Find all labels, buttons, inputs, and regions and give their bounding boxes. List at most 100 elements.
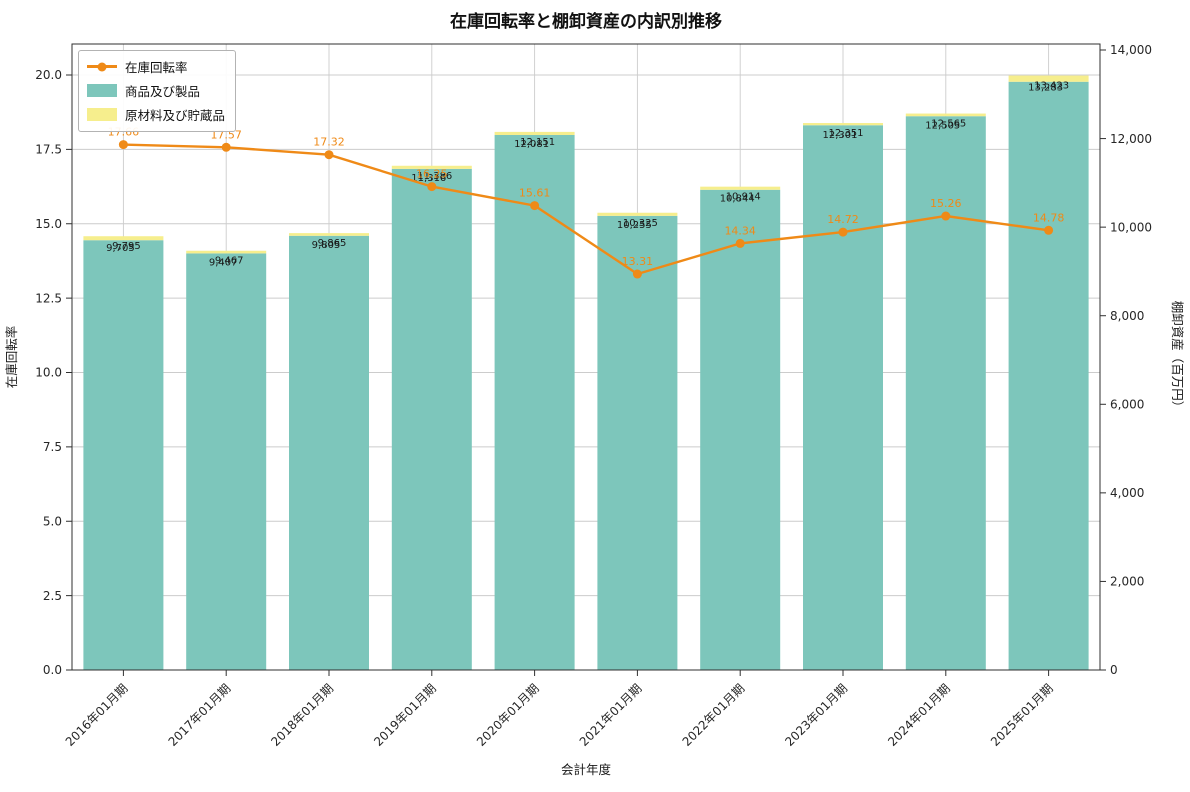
bar-total-label: 11,386 xyxy=(417,171,452,182)
bar-segment-products xyxy=(597,215,678,670)
turnover-point-label: 13.31 xyxy=(622,255,654,268)
legend-dot-marker-icon xyxy=(97,62,107,71)
right-tick-label: 0 xyxy=(1110,663,1118,677)
turnover-point-marker xyxy=(118,140,128,150)
turnover-point-label: 15.61 xyxy=(519,187,551,200)
x-tick-label: 2023年01月期 xyxy=(782,681,850,749)
bar-total-label: 12,151 xyxy=(520,137,555,148)
bar-segment-raw-materials xyxy=(803,123,883,126)
bar-segment-products xyxy=(186,253,267,670)
x-axis-label: 会計年度 xyxy=(561,762,612,777)
turnover-point-label: 14.72 xyxy=(827,213,859,226)
bar-segment-label: 10,844 xyxy=(720,194,755,205)
bar-total-label: 12,351 xyxy=(829,128,864,139)
turnover-point-label: 15.26 xyxy=(930,197,962,210)
x-tick-label: 2018年01月期 xyxy=(268,681,336,749)
bar-segment-products xyxy=(289,235,369,670)
bar-segment-raw-materials xyxy=(905,113,986,117)
turnover-point-label: 17.32 xyxy=(313,136,345,149)
bar-segment-label: 9,705 xyxy=(106,243,135,254)
bar-total-label: 9,467 xyxy=(215,256,244,267)
legend-line-marker-icon xyxy=(87,62,117,71)
x-tick-label: 2021年01月期 xyxy=(577,681,645,749)
legend-item-products: 商品及び製品 xyxy=(87,81,225,100)
legend-item-turnover: 在庫回転率 xyxy=(87,57,225,76)
left-tick-label: 17.5 xyxy=(35,143,62,157)
turnover-point-marker xyxy=(632,269,642,279)
right-tick-label: 8,000 xyxy=(1110,309,1144,323)
bar-segment-products xyxy=(803,125,883,670)
bar-segment-raw-materials xyxy=(186,250,267,254)
bar-segment-products xyxy=(494,134,575,671)
bar-segment-raw-materials xyxy=(391,165,472,169)
left-tick-label: 5.0 xyxy=(43,514,62,528)
turnover-point-label: 14.78 xyxy=(1033,211,1065,224)
right-tick-label: 14,000 xyxy=(1110,43,1152,57)
y-axis-label-right: 棚卸資産（百万円） xyxy=(1170,301,1185,414)
bar-segment-products xyxy=(1008,81,1089,670)
legend-swatch-teal-icon xyxy=(87,84,117,97)
turnover-point-marker xyxy=(530,201,540,211)
bar-segment-products xyxy=(83,240,164,670)
bar-total-label: 9,795 xyxy=(112,241,141,252)
turnover-point-label: 16.25 xyxy=(416,168,448,181)
bar-segment-products xyxy=(700,189,781,670)
bar-segment-raw-materials xyxy=(700,186,781,190)
right-tick-label: 10,000 xyxy=(1110,220,1152,234)
chart-legend: 在庫回転率 商品及び製品 原材料及び貯蔵品 xyxy=(78,50,237,132)
x-tick-label: 2019年01月期 xyxy=(371,681,439,749)
bar-segment-label: 12,081 xyxy=(514,139,549,150)
bar-segment-label: 9,407 xyxy=(209,258,238,269)
left-tick-label: 10.0 xyxy=(35,366,62,380)
chart-title: 在庫回転率と棚卸資産の内訳別推移 xyxy=(450,11,722,32)
bar-segment-label: 9,805 xyxy=(312,240,341,251)
x-tick-label: 2017年01月期 xyxy=(166,681,234,749)
turnover-point-marker xyxy=(735,238,745,248)
turnover-point-marker xyxy=(221,142,231,152)
turnover-point-marker xyxy=(1044,225,1054,235)
bar-segment-label: 10,255 xyxy=(617,220,652,231)
bar-segment-products xyxy=(391,168,472,670)
bar-segment-label: 13,283 xyxy=(1028,83,1063,94)
legend-item-raw-materials: 原材料及び貯蔵品 xyxy=(87,105,225,124)
left-tick-label: 7.5 xyxy=(43,440,62,454)
turnover-point-marker xyxy=(427,182,437,192)
right-tick-label: 4,000 xyxy=(1110,486,1144,500)
left-tick-label: 20.0 xyxy=(35,68,62,82)
turnover-point-label: 14.34 xyxy=(724,224,756,237)
turnover-point-marker xyxy=(838,227,848,237)
left-tick-label: 0.0 xyxy=(43,663,62,677)
left-tick-label: 12.5 xyxy=(35,291,62,305)
right-tick-label: 2,000 xyxy=(1110,575,1144,589)
x-tick-label: 2025年01月期 xyxy=(988,681,1056,749)
bar-total-label: 10,914 xyxy=(726,192,761,203)
turnover-line xyxy=(123,143,1049,276)
legend-label: 在庫回転率 xyxy=(125,60,188,75)
bar-segment-products xyxy=(905,116,986,670)
plot-border xyxy=(71,43,1101,671)
x-tick-label: 2024年01月期 xyxy=(885,681,953,749)
right-tick-label: 12,000 xyxy=(1110,132,1152,146)
bar-total-label: 13,423 xyxy=(1034,81,1069,92)
x-tick-label: 2022年01月期 xyxy=(680,681,748,749)
left-tick-label: 15.0 xyxy=(35,217,62,231)
bar-segment-raw-materials xyxy=(494,131,575,135)
left-tick-label: 2.5 xyxy=(43,589,62,603)
bar-total-label: 9,865 xyxy=(318,238,347,249)
y-axis-label-left: 在庫回転率 xyxy=(4,326,19,389)
bar-segment-label: 11,316 xyxy=(411,173,446,184)
bar-total-label: 10,325 xyxy=(623,218,658,229)
bar-segment-raw-materials xyxy=(597,212,678,216)
turnover-point-marker xyxy=(324,150,334,160)
x-tick-label: 2016年01月期 xyxy=(63,681,131,749)
bar-segment-raw-materials xyxy=(83,236,164,241)
bar-segment-label: 12,301 xyxy=(823,130,858,141)
legend-swatch-yellow-icon xyxy=(87,108,117,121)
right-tick-label: 6,000 xyxy=(1110,397,1144,411)
bar-segment-raw-materials xyxy=(1008,75,1089,82)
bar-segment-raw-materials xyxy=(289,233,369,236)
x-tick-label: 2020年01月期 xyxy=(474,681,542,749)
turnover-point-marker xyxy=(941,211,951,221)
